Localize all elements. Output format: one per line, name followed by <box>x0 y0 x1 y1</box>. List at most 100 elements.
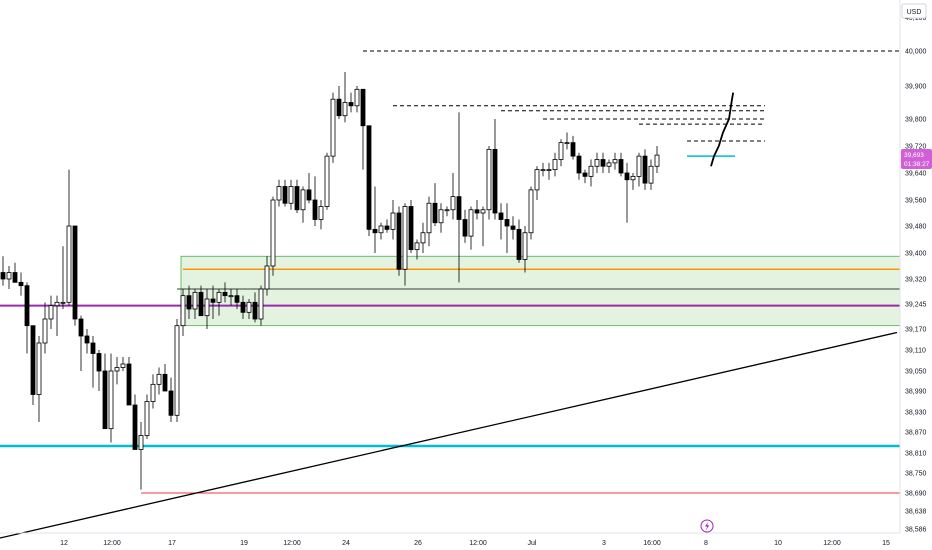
candle <box>18 272 24 296</box>
candle <box>354 86 360 113</box>
price-tick: 38,690 <box>905 491 927 498</box>
candle <box>576 152 582 180</box>
candle <box>144 394 150 439</box>
candle <box>486 146 492 220</box>
candle <box>450 173 456 220</box>
price-tick: 38,870 <box>905 430 927 437</box>
candle <box>516 219 522 263</box>
candle <box>282 179 288 207</box>
lightning-bolt-icon[interactable] <box>700 519 714 533</box>
candle <box>342 72 348 123</box>
candle <box>498 203 504 240</box>
candle <box>84 329 90 354</box>
candle <box>456 112 462 283</box>
candle <box>468 206 474 250</box>
candle <box>222 282 228 303</box>
candle <box>192 289 198 319</box>
candle <box>588 159 594 187</box>
candle <box>618 152 624 177</box>
time-tick: 26 <box>414 540 422 547</box>
candle <box>480 206 486 247</box>
candle <box>390 200 396 240</box>
candle <box>6 266 12 289</box>
time-tick: 3 <box>602 540 606 547</box>
candle <box>624 162 630 223</box>
candle <box>558 139 564 167</box>
candle <box>276 179 282 207</box>
candle <box>378 222 384 240</box>
candle <box>474 200 480 220</box>
candle <box>204 289 210 329</box>
time-axis-ticks[interactable]: 12 12:00 17 19 12:00 24 26 12:00 Jul 3 16:00 8 10 12:… <box>60 540 890 547</box>
time-tick: 12:00 <box>283 540 301 547</box>
candle <box>12 262 18 283</box>
price-tick: 39,800 <box>905 117 927 124</box>
candle <box>120 357 126 371</box>
candles <box>0 72 660 490</box>
price-tick: 39,110 <box>905 348 926 355</box>
candle <box>408 200 414 253</box>
candle <box>258 285 264 326</box>
candle <box>126 357 132 406</box>
price-axis-ticks: 40,10040,00039,90039,80039,72039,64039,5… <box>905 15 927 534</box>
candle <box>234 289 240 309</box>
last-price-tag-bg <box>901 149 932 169</box>
price-tick: 39,170 <box>905 327 927 334</box>
candle <box>348 92 354 113</box>
candle <box>240 295 246 319</box>
candle <box>612 152 618 170</box>
candle <box>564 132 570 150</box>
demand-zone-rect <box>180 255 901 327</box>
candle <box>606 159 612 173</box>
price-axis[interactable] <box>900 0 932 550</box>
candle <box>0 256 6 286</box>
candle <box>156 367 162 395</box>
time-tick: 12 <box>60 540 68 547</box>
time-tick: 12:00 <box>823 540 841 547</box>
candle <box>72 225 78 326</box>
last-price-tag: 39,693 01:38:27 <box>901 149 932 169</box>
candle <box>48 295 54 329</box>
candle <box>318 200 324 230</box>
candle <box>252 292 258 323</box>
price-tick: 39,480 <box>905 224 927 231</box>
candle <box>294 179 300 213</box>
candle <box>186 285 192 319</box>
price-tick: 38,990 <box>905 389 927 396</box>
candle <box>216 289 222 316</box>
candle <box>90 336 96 388</box>
currency-badge[interactable] <box>901 3 927 19</box>
candle <box>384 219 390 233</box>
candle <box>582 169 588 184</box>
candle <box>312 176 318 226</box>
time-tick: 12:00 <box>469 540 487 547</box>
price-tick: 40,000 <box>905 49 927 56</box>
candle <box>168 377 174 422</box>
candle <box>210 285 216 319</box>
candle <box>330 92 336 163</box>
price-tick: 39,320 <box>905 277 927 284</box>
candle <box>600 152 606 173</box>
currency-label: USD <box>907 9 922 16</box>
candle <box>630 173 636 190</box>
projection-polyline <box>710 92 735 167</box>
candle <box>504 203 510 253</box>
time-tick: 12:00 <box>103 540 121 547</box>
candle <box>594 152 600 173</box>
candle <box>54 295 60 336</box>
price-tick: 39,245 <box>905 302 927 309</box>
time-tick: 8 <box>704 540 708 547</box>
candle <box>360 88 366 170</box>
candle <box>24 282 30 354</box>
price-tick: 38,750 <box>905 471 927 478</box>
candle <box>78 315 84 371</box>
candle <box>336 86 342 119</box>
candle <box>570 135 576 160</box>
candle <box>552 152 558 177</box>
time-tick: 17 <box>168 540 176 547</box>
candle <box>636 152 642 187</box>
candle <box>66 169 72 306</box>
demand-zone <box>180 255 901 327</box>
candle <box>462 209 468 243</box>
